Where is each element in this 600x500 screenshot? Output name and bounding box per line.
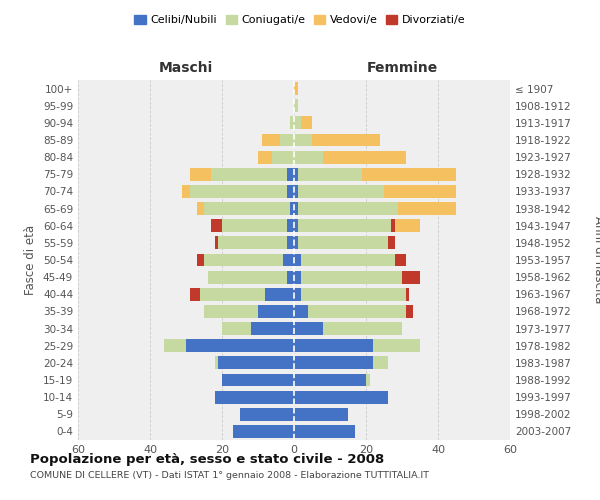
Text: Popolazione per età, sesso e stato civile - 2008: Popolazione per età, sesso e stato civil…	[30, 452, 384, 466]
Bar	[272, 150, 294, 164]
Legend: Celibi/Nubili, Coniugati/e, Vedovi/e, Divorziati/e: Celibi/Nubili, Coniugati/e, Vedovi/e, Di…	[130, 10, 470, 30]
Bar	[301, 254, 395, 266]
Bar	[398, 202, 456, 215]
Bar	[204, 305, 258, 318]
Bar	[294, 425, 355, 438]
Bar	[182, 185, 190, 198]
Bar	[391, 220, 420, 232]
Bar	[294, 100, 298, 112]
Bar	[301, 270, 402, 283]
Bar	[190, 288, 200, 300]
Bar	[362, 168, 456, 180]
Bar	[366, 374, 370, 386]
Bar	[222, 220, 287, 232]
Bar	[294, 408, 348, 420]
Bar	[294, 220, 298, 232]
Bar	[294, 340, 373, 352]
Bar	[294, 305, 308, 318]
Bar	[215, 356, 218, 370]
Bar	[240, 408, 294, 420]
Bar	[323, 322, 402, 335]
Bar	[294, 322, 323, 335]
Bar	[265, 288, 294, 300]
Bar	[164, 340, 186, 352]
Bar	[323, 150, 406, 164]
Bar	[395, 254, 406, 266]
Bar	[388, 236, 395, 250]
Bar	[373, 340, 420, 352]
Bar	[258, 150, 272, 164]
Bar	[287, 236, 294, 250]
Bar	[211, 168, 287, 180]
Bar	[197, 202, 204, 215]
Bar	[294, 134, 312, 146]
Bar	[294, 374, 366, 386]
Bar	[373, 356, 388, 370]
Bar	[294, 116, 301, 130]
Bar	[308, 305, 406, 318]
Bar	[294, 82, 298, 95]
Bar	[190, 185, 287, 198]
Bar	[283, 254, 294, 266]
Bar	[258, 305, 294, 318]
Bar	[204, 202, 290, 215]
Bar	[215, 390, 294, 404]
Bar	[406, 288, 409, 300]
Bar	[186, 340, 294, 352]
Bar	[215, 236, 218, 250]
Bar	[301, 116, 312, 130]
Bar	[208, 270, 287, 283]
Bar	[287, 220, 294, 232]
Bar	[287, 185, 294, 198]
Bar	[200, 288, 265, 300]
Bar	[190, 168, 211, 180]
Text: COMUNE DI CELLERE (VT) - Dati ISTAT 1° gennaio 2008 - Elaborazione TUTTITALIA.IT: COMUNE DI CELLERE (VT) - Dati ISTAT 1° g…	[30, 470, 429, 480]
Bar	[294, 202, 298, 215]
Bar	[312, 134, 380, 146]
Bar	[388, 236, 395, 250]
Bar	[251, 322, 294, 335]
Bar	[218, 236, 287, 250]
Bar	[294, 236, 298, 250]
Bar	[294, 270, 301, 283]
Bar	[298, 236, 388, 250]
Y-axis label: Fasce di età: Fasce di età	[25, 225, 37, 295]
Bar	[222, 374, 294, 386]
Bar	[287, 270, 294, 283]
Bar	[280, 134, 294, 146]
Bar	[294, 390, 388, 404]
Bar	[233, 425, 294, 438]
Bar	[294, 288, 301, 300]
Bar	[290, 116, 294, 130]
Bar	[298, 220, 391, 232]
Bar	[406, 305, 413, 318]
Bar	[294, 356, 373, 370]
Bar	[301, 288, 406, 300]
Bar	[294, 185, 298, 198]
Bar	[294, 168, 298, 180]
Text: Femmine: Femmine	[367, 61, 437, 75]
Bar	[298, 168, 362, 180]
Bar	[211, 220, 222, 232]
Bar	[298, 185, 384, 198]
Bar	[402, 270, 420, 283]
Bar	[222, 322, 251, 335]
Bar	[384, 185, 456, 198]
Bar	[287, 168, 294, 180]
Bar	[290, 202, 294, 215]
Bar	[204, 254, 283, 266]
Text: Maschi: Maschi	[159, 61, 213, 75]
Bar	[294, 150, 323, 164]
Bar	[298, 202, 398, 215]
Bar	[395, 254, 402, 266]
Bar	[218, 356, 294, 370]
Bar	[391, 220, 395, 232]
Bar	[197, 254, 204, 266]
Y-axis label: Anni di nascita: Anni di nascita	[592, 216, 600, 304]
Bar	[262, 134, 280, 146]
Bar	[294, 254, 301, 266]
